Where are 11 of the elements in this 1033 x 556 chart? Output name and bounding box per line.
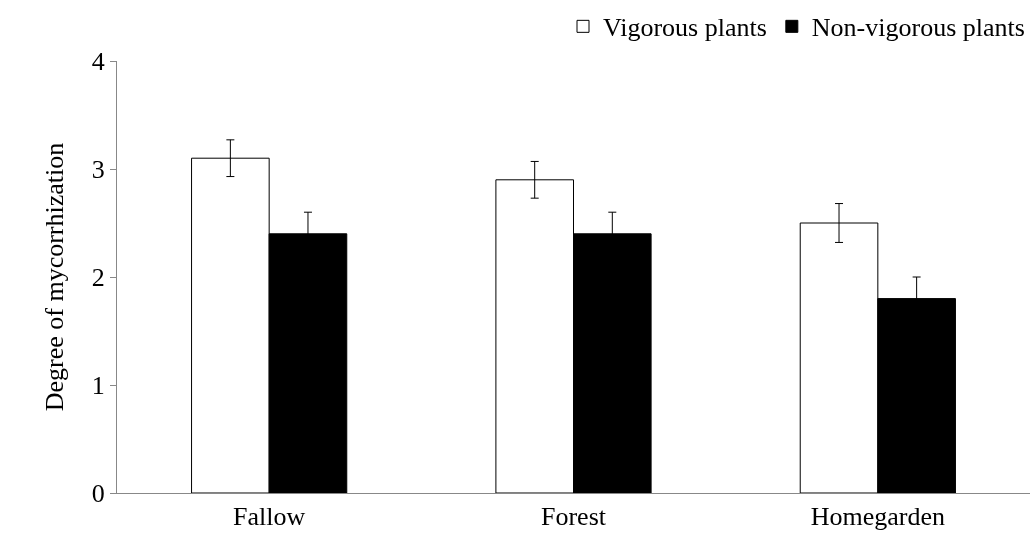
y-tick-label: 0 xyxy=(91,479,105,509)
x-tick-label: Fallow xyxy=(233,502,306,532)
x-tick-label: Forest xyxy=(541,502,607,532)
legend-label: Non-vigorous plants xyxy=(811,13,1025,43)
y-tick-label: 1 xyxy=(91,371,105,401)
y-tick-label: 3 xyxy=(91,155,105,185)
y-axis-title: Degree of mycorrhization xyxy=(40,142,70,412)
legend-label: Vigorous plants xyxy=(603,13,767,43)
y-tick-label: 4 xyxy=(91,47,105,77)
x-tick-label: Homegarden xyxy=(810,502,945,532)
y-tick-label: 2 xyxy=(91,263,105,293)
